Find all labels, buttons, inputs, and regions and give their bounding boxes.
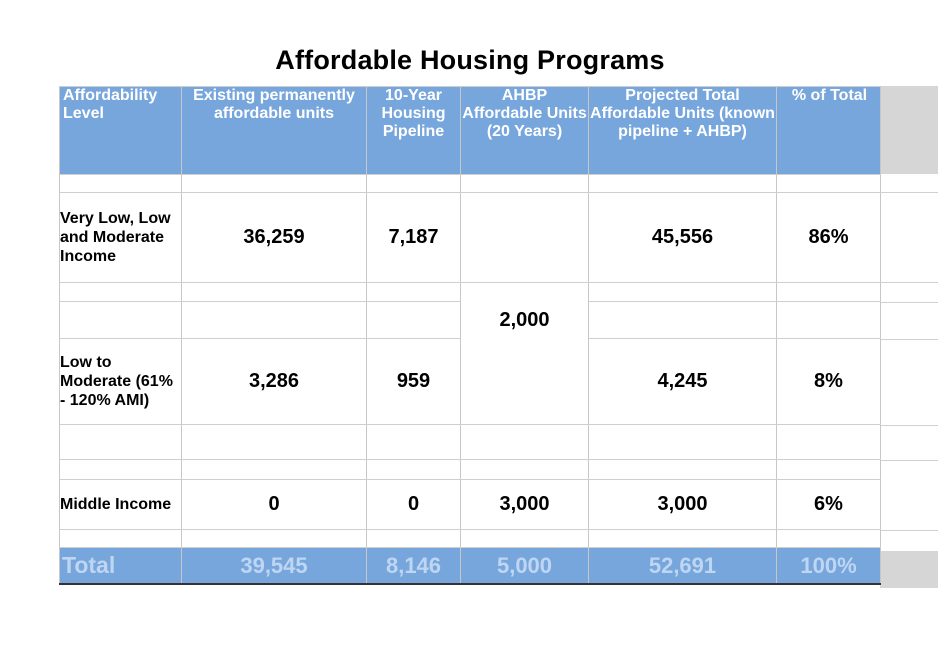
cell-percent[interactable]: 6%: [776, 479, 881, 530]
cell-projected[interactable]: 4,245: [588, 338, 777, 425]
empty-cell[interactable]: [588, 424, 777, 460]
spacer-row: [59, 174, 881, 193]
table-row: Very Low, Low and Moderate Income 36,259…: [59, 192, 881, 283]
table-row: Middle Income 0 0 3,000 3,000 6%: [59, 479, 881, 530]
empty-cell[interactable]: [776, 529, 881, 548]
cell-existing[interactable]: 0: [181, 479, 367, 530]
empty-cell[interactable]: [460, 529, 589, 548]
cell-pipeline[interactable]: [366, 301, 461, 339]
cell-existing[interactable]: 36,259: [181, 192, 367, 283]
empty-cell[interactable]: [59, 529, 182, 548]
spacer-row: [59, 282, 881, 302]
cell-existing[interactable]: [181, 301, 367, 339]
header-row: Affordability Level Existing permanently…: [59, 86, 881, 175]
gridline: [880, 530, 938, 531]
cell-percent[interactable]: 86%: [776, 192, 881, 283]
total-existing[interactable]: 39,545: [181, 547, 367, 585]
empty-cell[interactable]: [59, 282, 182, 302]
gridline: [880, 192, 938, 193]
cell-ahbp[interactable]: 3,000: [460, 479, 589, 530]
empty-cell[interactable]: [460, 282, 589, 302]
empty-cell[interactable]: [588, 174, 777, 193]
row-label[interactable]: Low to Moderate (61% - 120% AMI): [59, 338, 182, 425]
empty-cell[interactable]: [59, 174, 182, 193]
cell-ahbp[interactable]: [460, 192, 589, 283]
empty-cell[interactable]: [181, 529, 367, 548]
column-header-percent[interactable]: % of Total: [776, 86, 881, 175]
spreadsheet: Affordability Level Existing permanently…: [59, 86, 938, 588]
empty-cell[interactable]: [460, 459, 589, 480]
page-title: Affordable Housing Programs: [275, 45, 665, 75]
cell-projected[interactable]: [588, 301, 777, 339]
spacer-row: [59, 424, 881, 460]
gridline: [880, 282, 938, 283]
empty-cell[interactable]: [460, 424, 589, 460]
cell-ahbp[interactable]: [460, 338, 589, 425]
empty-cell[interactable]: [588, 459, 777, 480]
empty-cell[interactable]: [181, 282, 367, 302]
total-label[interactable]: Total: [59, 547, 182, 585]
cell-ahbp[interactable]: 2,000: [460, 301, 589, 339]
total-row: Total 39,545 8,146 5,000 52,691 100%: [59, 547, 881, 585]
column-header-existing[interactable]: Existing permanently affordable units: [181, 86, 367, 175]
cell-pipeline[interactable]: 7,187: [366, 192, 461, 283]
cell-existing[interactable]: 3,286: [181, 338, 367, 425]
cell-projected[interactable]: 3,000: [588, 479, 777, 530]
empty-cell[interactable]: [366, 174, 461, 193]
empty-cell[interactable]: [776, 424, 881, 460]
column-header-pipeline[interactable]: 10-Year Housing Pipeline: [366, 86, 461, 175]
empty-cell[interactable]: [588, 282, 777, 302]
cell-pipeline[interactable]: 0: [366, 479, 461, 530]
empty-cell[interactable]: [776, 174, 881, 193]
row-label[interactable]: Very Low, Low and Moderate Income: [59, 192, 182, 283]
gridline: [880, 425, 938, 426]
empty-cell[interactable]: [366, 282, 461, 302]
empty-cell[interactable]: [366, 424, 461, 460]
empty-cell[interactable]: [776, 459, 881, 480]
column-header-projected[interactable]: Projected Total Affordable Units (known …: [588, 86, 777, 175]
total-percent[interactable]: 100%: [776, 547, 881, 585]
spacer-row: [59, 529, 881, 548]
total-pipeline[interactable]: 8,146: [366, 547, 461, 585]
empty-cell[interactable]: [460, 174, 589, 193]
table-row: 2,000: [59, 301, 881, 339]
total-projected[interactable]: 52,691: [588, 547, 777, 585]
cell-percent[interactable]: 8%: [776, 338, 881, 425]
gridline: [880, 460, 938, 461]
cell-pipeline[interactable]: 959: [366, 338, 461, 425]
empty-cell[interactable]: [776, 282, 881, 302]
cell-projected[interactable]: 45,556: [588, 192, 777, 283]
housing-table: Affordability Level Existing permanently…: [59, 86, 881, 585]
row-label[interactable]: Middle Income: [59, 479, 182, 530]
spacer-row: [59, 459, 881, 480]
empty-cell[interactable]: [366, 529, 461, 548]
column-header-level[interactable]: Affordability Level: [59, 86, 182, 175]
column-header-ahbp[interactable]: AHBP Affordable Units (20 Years): [460, 86, 589, 175]
cell-percent[interactable]: [776, 301, 881, 339]
empty-cell[interactable]: [181, 424, 367, 460]
empty-cell[interactable]: [181, 174, 367, 193]
gridline: [880, 302, 938, 303]
empty-cell[interactable]: [366, 459, 461, 480]
gutter-total-cell: [880, 551, 938, 588]
row-label[interactable]: [59, 301, 182, 339]
gutter-header-cell: [880, 86, 938, 174]
empty-cell[interactable]: [588, 529, 777, 548]
gridline: [880, 339, 938, 340]
empty-cell[interactable]: [59, 424, 182, 460]
total-ahbp[interactable]: 5,000: [460, 547, 589, 585]
empty-cell[interactable]: [59, 459, 182, 480]
table-row: Low to Moderate (61% - 120% AMI) 3,286 9…: [59, 338, 881, 425]
empty-cell[interactable]: [181, 459, 367, 480]
